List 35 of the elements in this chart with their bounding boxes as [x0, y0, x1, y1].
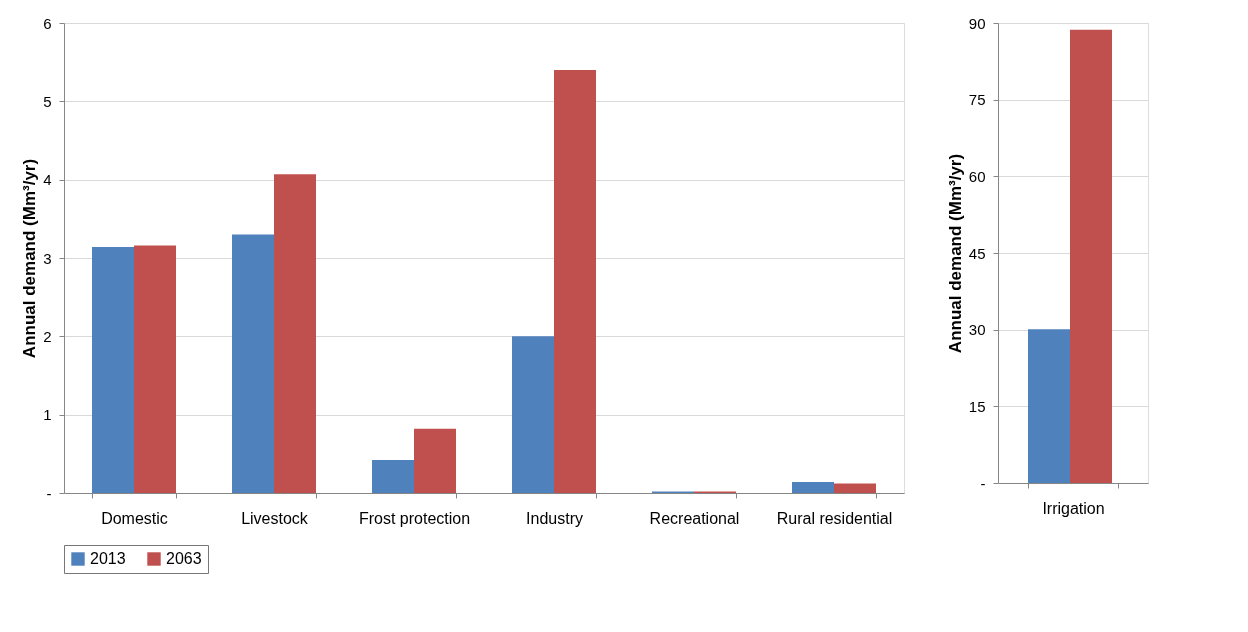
y-tick-label: 90: [968, 14, 986, 32]
y-tick-label: 45: [968, 244, 986, 262]
y-tick-label: 5: [43, 92, 52, 110]
bar: [834, 483, 876, 493]
x-tick-label: Livestock: [241, 509, 309, 527]
legend-label: 2013: [90, 550, 126, 567]
bar: [92, 247, 134, 493]
bar: [414, 428, 456, 493]
bar: [274, 174, 316, 493]
y-axis-title: Annual demand (Mm³/yr): [20, 158, 40, 359]
x-tick-label: Irrigation: [1042, 499, 1105, 517]
y-tick-label: 30: [968, 321, 986, 339]
x-tick-label: Industry: [526, 509, 583, 527]
y-tick-label: 6: [43, 14, 52, 32]
bar: [232, 234, 274, 493]
y-tick-label: -: [980, 474, 986, 492]
x-tick-label: Frost protection: [358, 509, 471, 527]
y-tick-label: 2: [43, 327, 52, 345]
x-tick-label: Domestic: [101, 509, 168, 527]
y-axis-title: Annual demand (Mm³/yr): [945, 153, 965, 354]
x-tick-label: Recreational: [649, 509, 740, 527]
bar: [134, 245, 176, 493]
bar: [554, 70, 596, 493]
bar: [512, 336, 554, 493]
bar: [792, 482, 834, 493]
y-tick-label: 15: [968, 397, 986, 415]
y-tick-label: 4: [43, 171, 52, 189]
y-tick-label: 75: [968, 91, 986, 109]
y-tick-label: 60: [968, 167, 986, 185]
legend-label: 2063: [166, 550, 202, 567]
y-tick-label: 1: [43, 406, 52, 424]
y-tick-label: 3: [43, 249, 52, 267]
x-tick-label: Rural residential: [776, 509, 893, 527]
bar: [372, 460, 414, 493]
y-tick-label: -: [46, 484, 52, 502]
